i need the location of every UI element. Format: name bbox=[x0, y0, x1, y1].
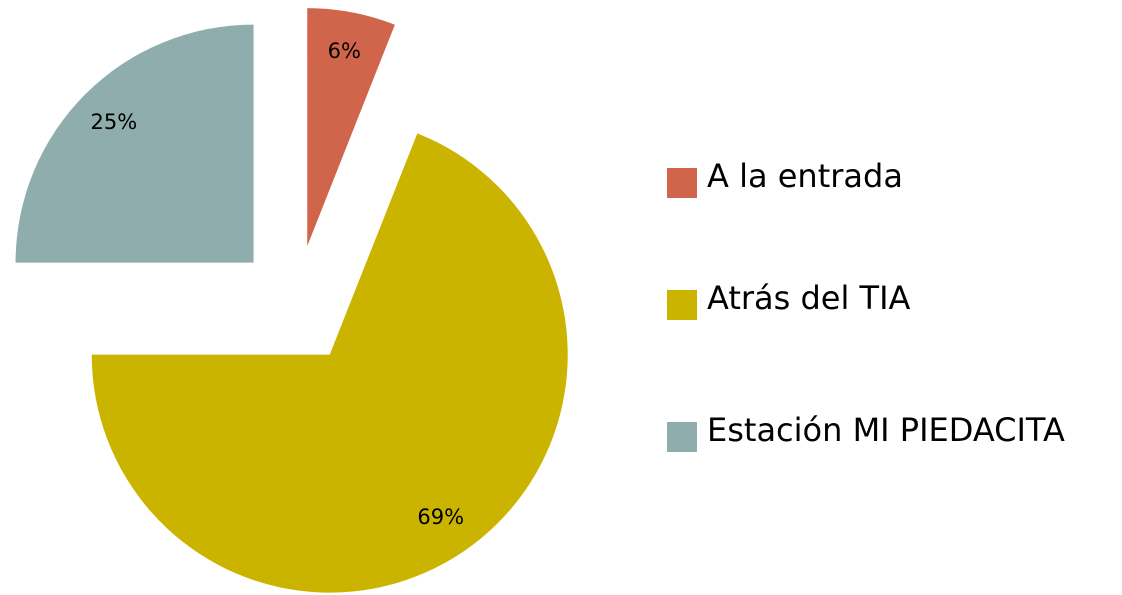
data-label: 69% bbox=[417, 505, 464, 529]
legend-label: Estación MI PIEDACITA bbox=[707, 411, 1065, 449]
pie-slice bbox=[15, 24, 254, 263]
legend-swatch bbox=[667, 290, 697, 320]
legend-swatch bbox=[667, 422, 697, 452]
pie-slice bbox=[307, 8, 395, 247]
legend-label: Atrás del TIA bbox=[707, 279, 911, 317]
legend-label: A la entrada bbox=[707, 157, 903, 195]
legend-swatch bbox=[667, 168, 697, 198]
data-label: 25% bbox=[91, 110, 138, 134]
data-label: 6% bbox=[328, 39, 361, 63]
pie-slice bbox=[91, 133, 568, 593]
